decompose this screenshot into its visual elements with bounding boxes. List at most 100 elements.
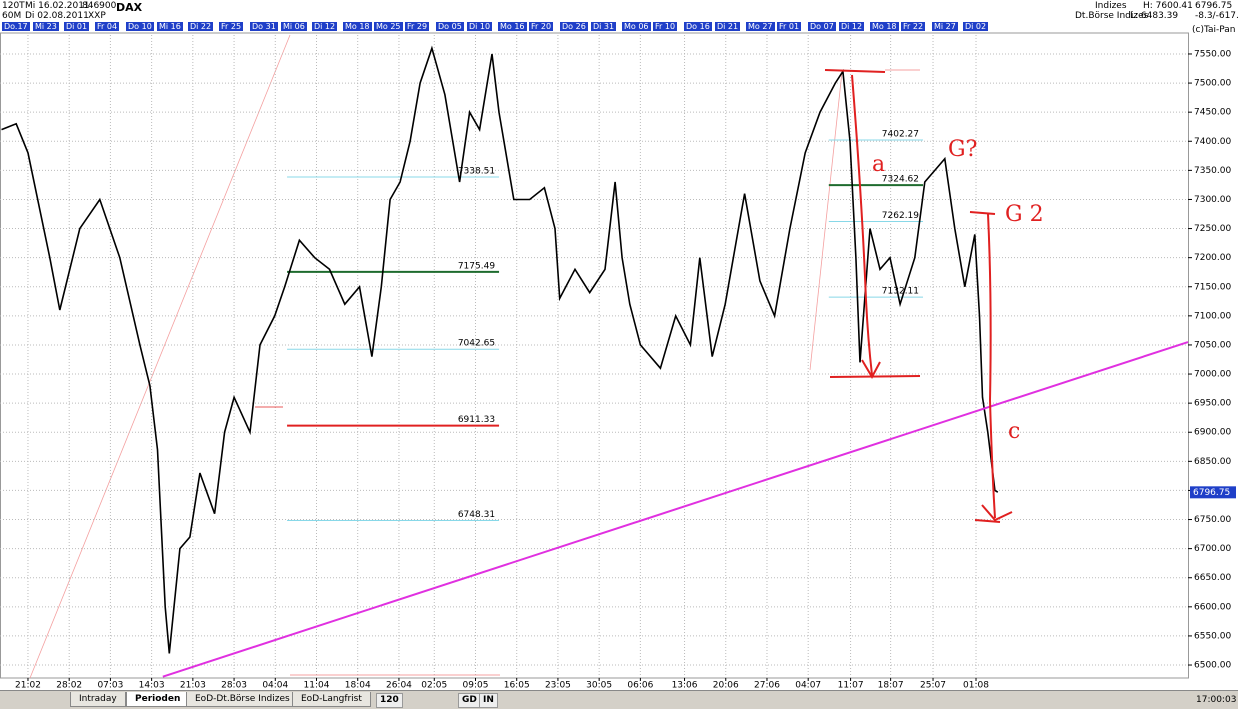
hand-line	[824, 69, 886, 73]
x-tick-label: 18:04	[345, 681, 371, 691]
date-label: Mi 23	[33, 22, 59, 31]
tab[interactable]: Intraday	[70, 692, 126, 707]
y-tick-label: 7050.00	[1194, 340, 1231, 350]
header-group: Indizes	[1095, 1, 1127, 11]
y-tick-label: 7350.00	[1194, 166, 1231, 176]
date-label: Fr 22	[901, 22, 926, 31]
copyright: (c)Tai-Pan	[1192, 25, 1236, 35]
tab[interactable]: Perioden	[126, 692, 190, 707]
x-tick-label: 04:07	[795, 681, 821, 691]
y-tick-label: 7500.00	[1194, 79, 1231, 89]
date-label: Fr 20	[529, 22, 554, 31]
note: c	[1008, 419, 1020, 444]
date-label: Mo 06	[622, 22, 651, 31]
x-tick-label: 06:06	[627, 681, 653, 691]
header-period: 120T	[2, 1, 25, 11]
header-high: H: 7600.41	[1143, 1, 1193, 11]
level-label: 7262.19	[882, 211, 919, 221]
date-label: Mo 27	[746, 22, 775, 31]
tool-button[interactable]: GD	[458, 693, 481, 708]
y-tick-label: 7150.00	[1194, 282, 1231, 292]
header-market: Dt.Börse Indizes	[1075, 11, 1149, 21]
date-label: Di 10	[467, 22, 493, 31]
y-tick-label: 7450.00	[1194, 108, 1231, 118]
y-tick-label: 7400.00	[1194, 137, 1231, 147]
y-tick-label: 6700.00	[1194, 544, 1231, 554]
header-interval: 60M	[2, 11, 22, 21]
y-tick-label: 6850.00	[1194, 457, 1231, 467]
note: G?	[948, 137, 977, 162]
level-label: 7324.62	[882, 175, 919, 185]
x-tick-label: 21:03	[180, 681, 206, 691]
tab[interactable]: EoD-Langfrist	[292, 692, 371, 707]
clock: 17:00:03	[1196, 695, 1237, 705]
date-label: Do 16	[684, 22, 712, 31]
date-label: Do.17	[2, 22, 30, 31]
bracket-c	[969, 211, 1013, 523]
x-tick-label: 04:04	[262, 681, 288, 691]
level-label: 6748.31	[458, 510, 495, 520]
level-label: 7338.51	[458, 167, 495, 177]
date-label: Fr 01	[777, 22, 802, 31]
level-label: 7042.65	[458, 339, 495, 349]
x-tick-label: 28:02	[56, 681, 82, 691]
level-label: 7402.27	[882, 129, 919, 139]
date-label: Do 07	[808, 22, 836, 31]
hand-notes: a G? G 2 c	[872, 137, 1044, 444]
x-tick-label: 21:02	[15, 681, 41, 691]
header-date: Di 02.08.2011	[25, 11, 89, 21]
date-label: Fr 25	[219, 22, 244, 31]
plot-frame	[0, 32, 1189, 679]
note: a	[872, 152, 885, 177]
date-label: Fr 10	[653, 22, 678, 31]
chart: 6500.00 6550.00 6600.00 6650.00 6700.00 6750.…	[0, 32, 1236, 691]
x-tick-label: 30:05	[586, 681, 612, 691]
tool-button[interactable]: IN	[479, 693, 498, 708]
x-tick-label: 28:03	[221, 681, 247, 691]
level-label: 7175.49	[458, 261, 495, 271]
x-tick-label: 11:07	[838, 681, 864, 691]
y-tick-label: 7100.00	[1194, 311, 1231, 321]
x-tick-label: 01:08	[963, 681, 989, 691]
header-change: -8.3/-617.4	[1195, 11, 1238, 21]
y-tick-label: 6600.00	[1194, 602, 1231, 612]
date-label: Di 31	[591, 22, 617, 31]
period-select[interactable]: 120	[376, 693, 403, 708]
date-label: Do 31	[250, 22, 278, 31]
date-label: Mo 16	[498, 22, 527, 31]
note: G 2	[1005, 202, 1044, 227]
date-label: Di 22	[188, 22, 214, 31]
x-tick-label: 27:06	[754, 681, 780, 691]
last-price-box	[1190, 486, 1236, 499]
date-label: Di 02	[963, 22, 989, 31]
header-code: 846900	[82, 1, 117, 11]
date-label: Fr 29	[405, 22, 430, 31]
y-tick-label: 7200.00	[1194, 253, 1231, 263]
date-label: Do 10	[126, 22, 154, 31]
date-label: Mi 06	[281, 22, 307, 31]
y-tick-label: 7550.00	[1194, 49, 1231, 59]
date-label: Di 01	[64, 22, 90, 31]
header-last: 6796.75	[1195, 1, 1233, 11]
x-tick-label: 07:03	[97, 681, 123, 691]
x-tick-label: 02:05	[421, 681, 447, 691]
date-label: Mo 25	[374, 22, 403, 31]
tab[interactable]: EoD-Dt.Börse Indizes	[186, 692, 299, 707]
x-tick-label: 16:05	[504, 681, 530, 691]
y-tick-label: 7250.00	[1194, 224, 1231, 234]
toolbar: Intraday Perioden EoD-Dt.Börse Indizes E…	[0, 690, 1238, 709]
last-price-label: 6796.75	[1193, 488, 1230, 498]
x-tick-label: 23:05	[545, 681, 571, 691]
level-label: 6911.33	[458, 415, 495, 425]
trendline	[162, 341, 1189, 678]
x-tick-label: 26:04	[386, 681, 412, 691]
date-label: Di 21	[715, 22, 741, 31]
x-tick-label: 11:04	[304, 681, 330, 691]
fan-line	[809, 71, 843, 371]
price-line	[1, 45, 999, 654]
date-label: Mi 27	[932, 22, 958, 31]
date-label: Do 26	[560, 22, 588, 31]
y-tick-label: 6550.00	[1194, 631, 1231, 641]
y-tick-label: 7000.00	[1194, 370, 1231, 380]
